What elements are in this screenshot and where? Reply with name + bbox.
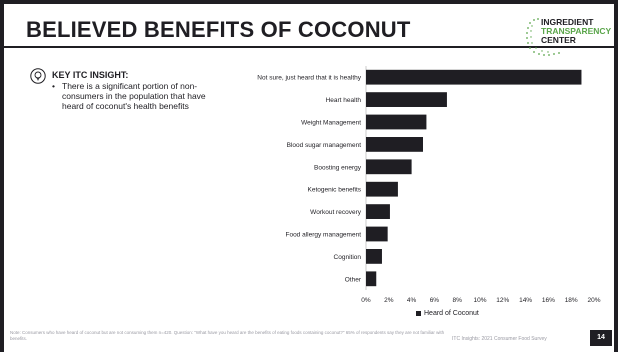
insight-text: There is a significant portion of non-co… bbox=[62, 81, 206, 111]
x-tick-label: 18% bbox=[565, 297, 578, 304]
bar bbox=[366, 226, 388, 242]
category-label: Blood sugar management bbox=[287, 142, 362, 149]
x-tick-label: 2% bbox=[384, 297, 394, 304]
itc-logo-text: INGREDIENT TRANSPARENCY CENTER bbox=[541, 18, 611, 45]
bar bbox=[366, 69, 582, 85]
title-divider bbox=[4, 46, 614, 48]
category-label: Boosting energy bbox=[314, 164, 362, 171]
insight-bullet: • bbox=[52, 81, 55, 91]
x-tick-label: 0% bbox=[361, 297, 371, 304]
legend-label: Heard of Coconut bbox=[424, 310, 479, 317]
logo-line-2: TRANSPARENCY bbox=[541, 26, 612, 36]
frame-left bbox=[0, 0, 4, 352]
footnote: Note: Consumers who have heard of coconu… bbox=[10, 330, 445, 341]
x-tick-label: 10% bbox=[473, 297, 486, 304]
legend-swatch bbox=[416, 310, 421, 316]
page-number: 14 bbox=[590, 330, 612, 346]
x-tick-label: 20% bbox=[587, 297, 600, 304]
category-label: Workout recovery bbox=[310, 209, 362, 216]
frame-top bbox=[0, 0, 618, 4]
bar bbox=[366, 159, 412, 175]
frame-right bbox=[614, 0, 618, 352]
bar bbox=[366, 181, 398, 197]
bar bbox=[366, 271, 377, 287]
bar bbox=[366, 92, 447, 107]
category-label: Other bbox=[345, 276, 362, 283]
logo-line-3: CENTER bbox=[541, 35, 576, 45]
x-tick-label: 4% bbox=[407, 297, 417, 304]
category-label: Weight Management bbox=[301, 120, 361, 127]
slide-title: BELIEVED BENEFITS OF COCONUT bbox=[26, 17, 411, 42]
logo-line-1: INGREDIENT bbox=[541, 17, 594, 27]
bar-chart: Not sure, just heard that it is healthy H… bbox=[257, 66, 601, 304]
category-label: Ketogenic benefits bbox=[308, 187, 362, 194]
x-tick-label: 8% bbox=[452, 297, 462, 304]
insight-title: KEY ITC INSIGHT: bbox=[52, 70, 129, 80]
chart-legend: Heard of Coconut bbox=[416, 310, 479, 317]
category-label: Cognition bbox=[334, 254, 362, 261]
category-label: Not sure, just heard that it is healthy bbox=[257, 75, 361, 82]
bar bbox=[366, 114, 427, 130]
x-tick-label: 6% bbox=[430, 297, 440, 304]
itc-logo-icon bbox=[526, 18, 560, 56]
x-tick-label: 14% bbox=[519, 297, 532, 304]
bar bbox=[366, 204, 390, 219]
lightbulb-icon bbox=[30, 68, 46, 84]
category-label: Food allergy management bbox=[285, 232, 361, 239]
source-note: ITC Insights: 2021 Consumer Food Survey bbox=[452, 336, 547, 342]
x-tick-label: 16% bbox=[542, 297, 555, 304]
x-tick-label: 12% bbox=[496, 297, 509, 304]
bar bbox=[366, 137, 423, 152]
bar bbox=[366, 249, 382, 264]
category-label: Heart health bbox=[326, 97, 362, 104]
